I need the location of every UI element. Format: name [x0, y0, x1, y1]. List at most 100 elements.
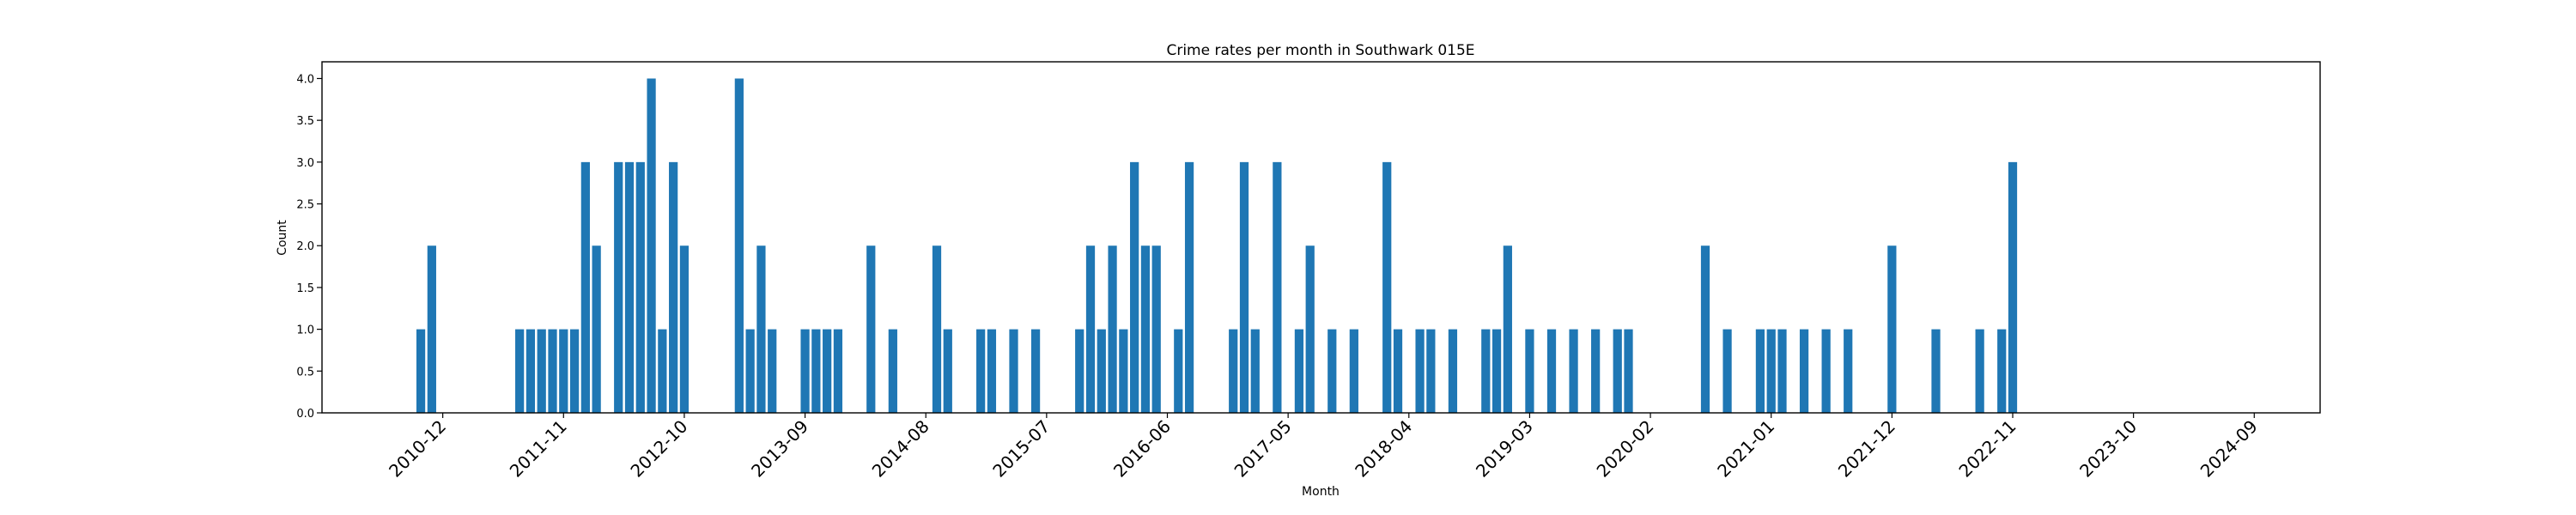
y-tick-label: 3.5 [296, 115, 314, 128]
bar [1393, 329, 1403, 413]
bar [1722, 329, 1732, 413]
bar [1997, 329, 2007, 413]
bar [1229, 329, 1238, 413]
bar [1097, 329, 1106, 413]
bar [526, 329, 536, 413]
bar [1700, 245, 1710, 413]
bar [1525, 329, 1534, 413]
y-axis-label: Count [276, 220, 289, 256]
bar [1009, 329, 1018, 413]
bar [647, 78, 656, 413]
bar [679, 245, 690, 413]
y-axis: 0.0 0.5 1.0 1.5 2.0 2.5 3.0 3.5 4.0 [296, 73, 322, 421]
x-tick-label: 2012-10 [626, 416, 691, 482]
y-tick-label: 0.5 [296, 366, 314, 379]
plot-area [416, 78, 2018, 414]
bar [1119, 329, 1128, 413]
bar [1151, 245, 1161, 413]
bar [1755, 329, 1765, 413]
bar [1426, 329, 1436, 413]
bar [811, 329, 821, 413]
bar [1448, 329, 1458, 413]
bar [1349, 329, 1358, 413]
bar [1481, 329, 1491, 413]
bar [1382, 161, 1392, 414]
bar [866, 245, 876, 413]
bar [1030, 329, 1041, 413]
bar [823, 329, 832, 413]
bar [416, 329, 426, 413]
bar [1130, 161, 1139, 414]
bar [624, 161, 635, 414]
y-tick-label: 2.0 [296, 240, 314, 253]
bar [1887, 245, 1897, 413]
bar [1766, 329, 1776, 413]
y-tick-label: 2.5 [296, 199, 314, 212]
y-tick-label: 3.0 [296, 157, 314, 170]
bar [1273, 161, 1282, 414]
bar [515, 329, 525, 413]
bar [614, 161, 623, 414]
bar [548, 329, 557, 413]
x-tick-label: 2017-05 [1230, 416, 1296, 482]
bar [1239, 161, 1249, 414]
x-tick-label: 2010-12 [385, 416, 450, 482]
bar [427, 245, 436, 413]
bar [1075, 329, 1084, 413]
bar [745, 329, 755, 413]
x-tick-label: 2011-11 [506, 416, 571, 482]
bar [1108, 245, 1117, 413]
y-tick-label: 0.0 [296, 408, 314, 421]
bar [592, 245, 601, 413]
x-tick-label: 2015-07 [988, 416, 1054, 482]
bar [888, 329, 897, 413]
x-axis-label: Month [1302, 485, 1340, 499]
x-tick-label: 2023-10 [2075, 416, 2141, 482]
bar [1327, 329, 1337, 413]
bar [669, 161, 678, 414]
bar [2008, 161, 2018, 414]
y-tick-label: 1.0 [296, 324, 314, 337]
bar [559, 329, 568, 413]
bar [1174, 329, 1183, 413]
x-tick-label: 2021-01 [1713, 416, 1778, 482]
bar [734, 78, 744, 413]
bar [580, 161, 590, 414]
bar [1492, 329, 1502, 413]
bar [833, 329, 843, 413]
bar [569, 329, 580, 413]
bar [1140, 245, 1151, 413]
x-tick-label: 2024-09 [2196, 416, 2262, 482]
x-axis: 2010-12 2011-11 2012-10 2013-09 2014-08 2015-… [385, 413, 2262, 482]
y-tick-label: 1.5 [296, 282, 314, 295]
bar [1085, 245, 1096, 413]
bar [1294, 329, 1304, 413]
bar [1546, 329, 1557, 413]
bar [1415, 329, 1425, 413]
plot-frame [321, 61, 2321, 414]
x-tick-label: 2018-04 [1351, 416, 1416, 482]
bar [1250, 329, 1260, 413]
bar [1305, 245, 1315, 413]
bar [932, 245, 942, 413]
bar [976, 329, 986, 413]
bar [537, 329, 546, 413]
bar [756, 245, 766, 413]
bar [1821, 329, 1831, 413]
x-tick-label: 2014-08 [868, 416, 933, 482]
bar [768, 329, 777, 413]
bar [1844, 329, 1853, 413]
bar [1569, 329, 1578, 413]
y-tick-label: 4.0 [296, 73, 314, 86]
bar [1975, 329, 1984, 413]
bar [658, 329, 667, 413]
bar [635, 161, 645, 414]
bar [1503, 245, 1512, 413]
bar [1931, 329, 1941, 413]
bar [1591, 329, 1601, 413]
x-tick-label: 2022-11 [1954, 416, 2020, 482]
bar [1799, 329, 1809, 413]
bar [1624, 329, 1633, 413]
bar [943, 329, 952, 413]
